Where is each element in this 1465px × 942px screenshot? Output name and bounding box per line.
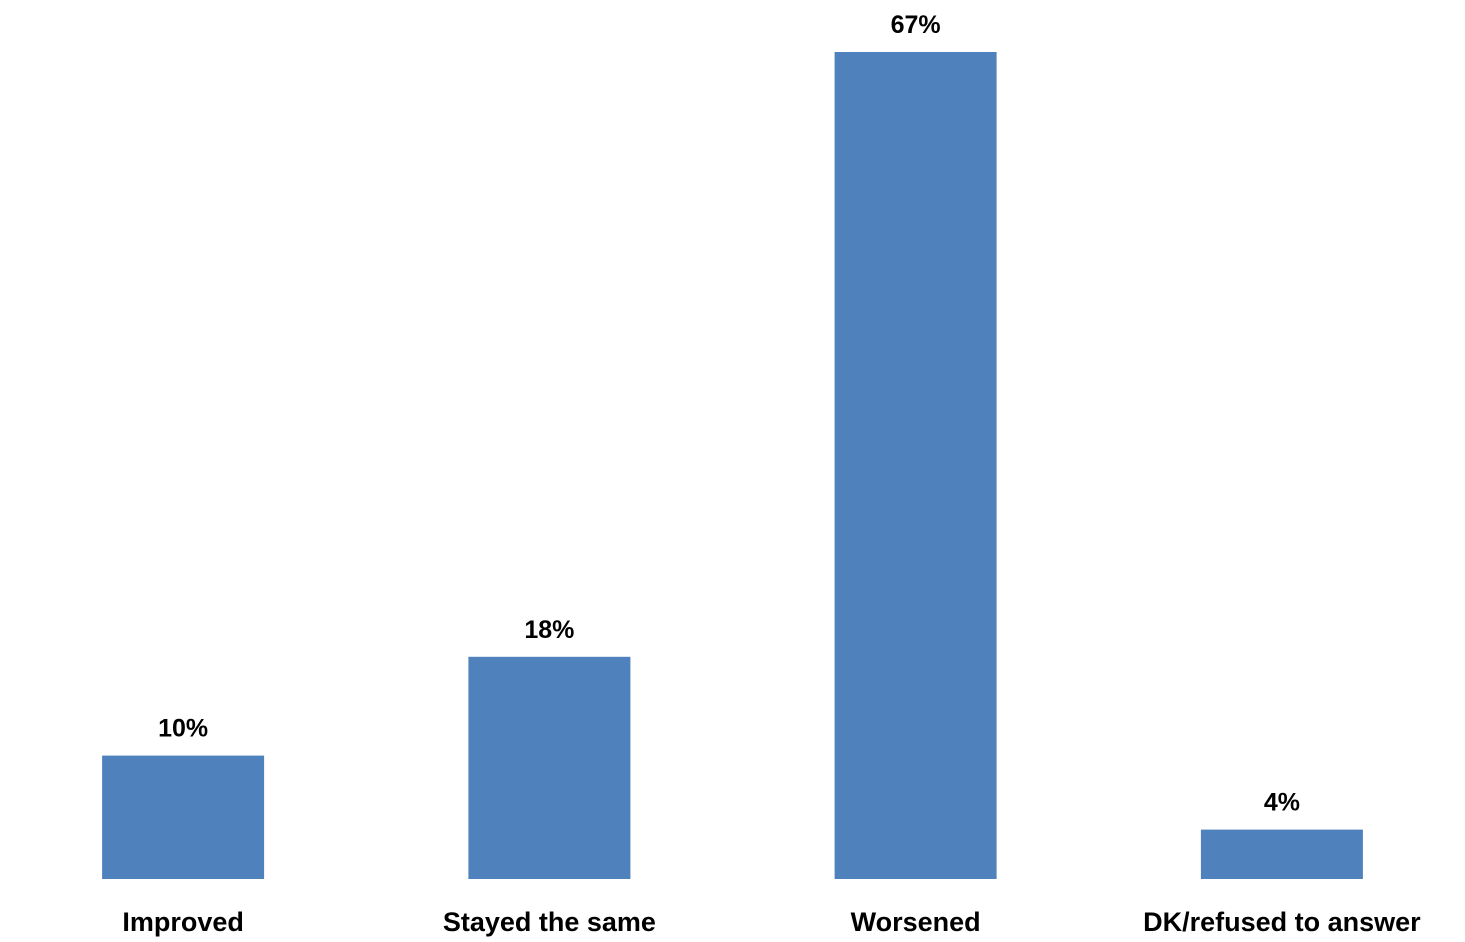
bar-worsened bbox=[834, 52, 997, 879]
data-label: 4% bbox=[1264, 789, 1300, 817]
category-label: Stayed the same bbox=[443, 907, 656, 937]
bar-stayed-the-same bbox=[468, 656, 631, 879]
bar-dk-refused-to-answer bbox=[1200, 829, 1363, 879]
category-labels-group: Improved Stayed the same Worsened DK/refuse… bbox=[122, 907, 1421, 937]
category-label: Worsened bbox=[851, 907, 981, 937]
bars-group bbox=[102, 52, 1363, 879]
data-label: 18% bbox=[524, 616, 574, 644]
bar-improved bbox=[102, 755, 265, 879]
data-labels-group: 10% 18% 67% 4% bbox=[158, 11, 1300, 817]
category-label: DK/refused to answer bbox=[1143, 907, 1421, 937]
data-label: 67% bbox=[891, 11, 941, 39]
data-label: 10% bbox=[158, 715, 208, 743]
category-label: Improved bbox=[122, 907, 244, 937]
